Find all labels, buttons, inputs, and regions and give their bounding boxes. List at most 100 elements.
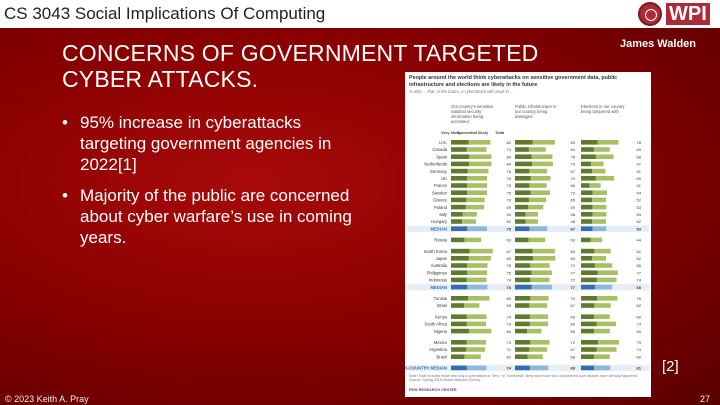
total-value: 78 [571, 154, 576, 159]
total-value: 83 [507, 256, 512, 261]
total-value: 53 [637, 226, 642, 231]
bar-somewhat-likely [527, 354, 543, 359]
total-value: 51 [637, 169, 642, 174]
bar-somewhat-likely [466, 321, 487, 327]
total-value: 83 [571, 140, 576, 145]
total-value: 69 [571, 322, 576, 327]
bar-very-likely [581, 263, 595, 268]
bar-somewhat-likely [533, 256, 556, 261]
bar-very-likely [451, 284, 468, 290]
bar-very-likely [581, 303, 595, 308]
bar-very-likely [451, 204, 466, 210]
bar-somewhat-likely [531, 284, 552, 290]
bar-somewhat-likely [466, 277, 487, 283]
total-value: 52 [637, 219, 642, 224]
total-value: 84 [507, 162, 512, 167]
bar-somewhat-likely [592, 219, 606, 224]
total-value: 65 [637, 285, 642, 290]
bar-very-likely [515, 296, 531, 301]
row-label: Tunisia [434, 296, 448, 301]
bar-very-likely [515, 226, 530, 231]
bar-somewhat-likely [466, 347, 486, 352]
total-value: 69 [507, 205, 512, 210]
row-label: Japan [436, 256, 448, 261]
total-value: 72 [571, 278, 576, 283]
total-value: 63 [571, 238, 576, 243]
bar-very-likely [451, 328, 470, 334]
bar-somewhat-likely [529, 183, 547, 188]
bar-very-likely [515, 168, 530, 174]
bar-very-likely [451, 303, 464, 308]
bar-very-likely [515, 365, 530, 371]
bar-very-likely [515, 328, 527, 334]
total-value: 65 [571, 198, 576, 203]
bar-very-likely [451, 263, 468, 268]
bar-somewhat-likely [530, 340, 550, 345]
bar-very-likely [581, 328, 594, 334]
total-value: 73 [571, 190, 576, 195]
bar-very-likely [515, 237, 529, 243]
total-value: 74 [507, 147, 512, 152]
bar-somewhat-likely [529, 303, 548, 308]
bar-very-likely [515, 183, 530, 188]
bar-very-likely [581, 347, 597, 352]
total-value: 52 [507, 219, 512, 224]
bar-somewhat-likely [529, 314, 549, 319]
total-value: 71 [507, 347, 512, 352]
legend-label: Somewhat likely [457, 130, 489, 135]
bar-very-likely [515, 340, 531, 345]
total-value: 52 [637, 256, 642, 261]
row-label: France [434, 183, 448, 188]
bar-somewhat-likely [462, 219, 476, 224]
bar-somewhat-likely [595, 154, 614, 159]
total-value: 79 [637, 340, 642, 345]
bar-very-likely [515, 204, 528, 210]
panel-header: damaged [515, 114, 533, 119]
total-value: 41 [637, 183, 642, 188]
bar-somewhat-likely [530, 277, 550, 283]
bar-somewhat-likely [527, 204, 544, 210]
total-value: 76 [507, 263, 512, 268]
bar-very-likely [581, 340, 599, 345]
row-label: Australia [431, 263, 448, 268]
total-value: 77 [571, 285, 576, 290]
row-label: South Korea [424, 249, 448, 254]
chart-subtitle: % who ... that, in the future, a cyberat… [409, 89, 514, 94]
bar-somewhat-likely [468, 296, 490, 301]
bar-somewhat-likely [591, 161, 604, 167]
wpi-logo: WPI [638, 2, 714, 26]
total-value: 54 [507, 212, 512, 217]
bar-very-likely [515, 314, 530, 319]
row-label: U.S. [439, 140, 447, 145]
row-label: Hungary [431, 219, 448, 224]
top-bar: CS 3043 Social Implications Of Computing… [0, 0, 720, 28]
bar-very-likely [581, 140, 598, 145]
total-value: 67 [571, 347, 576, 352]
bar-somewhat-likely [593, 328, 610, 334]
chart-title: People around the world think cyberattac… [409, 75, 618, 88]
bar-somewhat-likely [593, 365, 611, 371]
total-value: 76 [507, 285, 512, 290]
total-value: 64 [571, 147, 576, 152]
bar-very-likely [581, 154, 596, 159]
total-value: 82 [507, 140, 512, 145]
bar-somewhat-likely [467, 263, 488, 268]
bar-very-likely [581, 237, 591, 243]
bar-very-likely [515, 303, 530, 308]
chart-source: PEW RESEARCH CENTER [409, 388, 457, 392]
bar-very-likely [515, 256, 534, 261]
total-value: 69 [571, 314, 576, 319]
row-label: Spain [436, 154, 447, 159]
bar-somewhat-likely [469, 328, 492, 334]
bar-somewhat-likely [596, 321, 617, 327]
bar-somewhat-likely [467, 183, 487, 188]
bar-very-likely [581, 248, 595, 254]
bar-very-likely [451, 226, 468, 231]
total-value: 60 [637, 329, 642, 334]
total-value: 58 [571, 354, 576, 359]
bar-somewhat-likely [592, 197, 606, 203]
total-value: 78 [507, 169, 512, 174]
total-value: 59 [571, 205, 576, 210]
bar-somewhat-likely [466, 340, 487, 345]
total-value: 84 [571, 256, 576, 261]
